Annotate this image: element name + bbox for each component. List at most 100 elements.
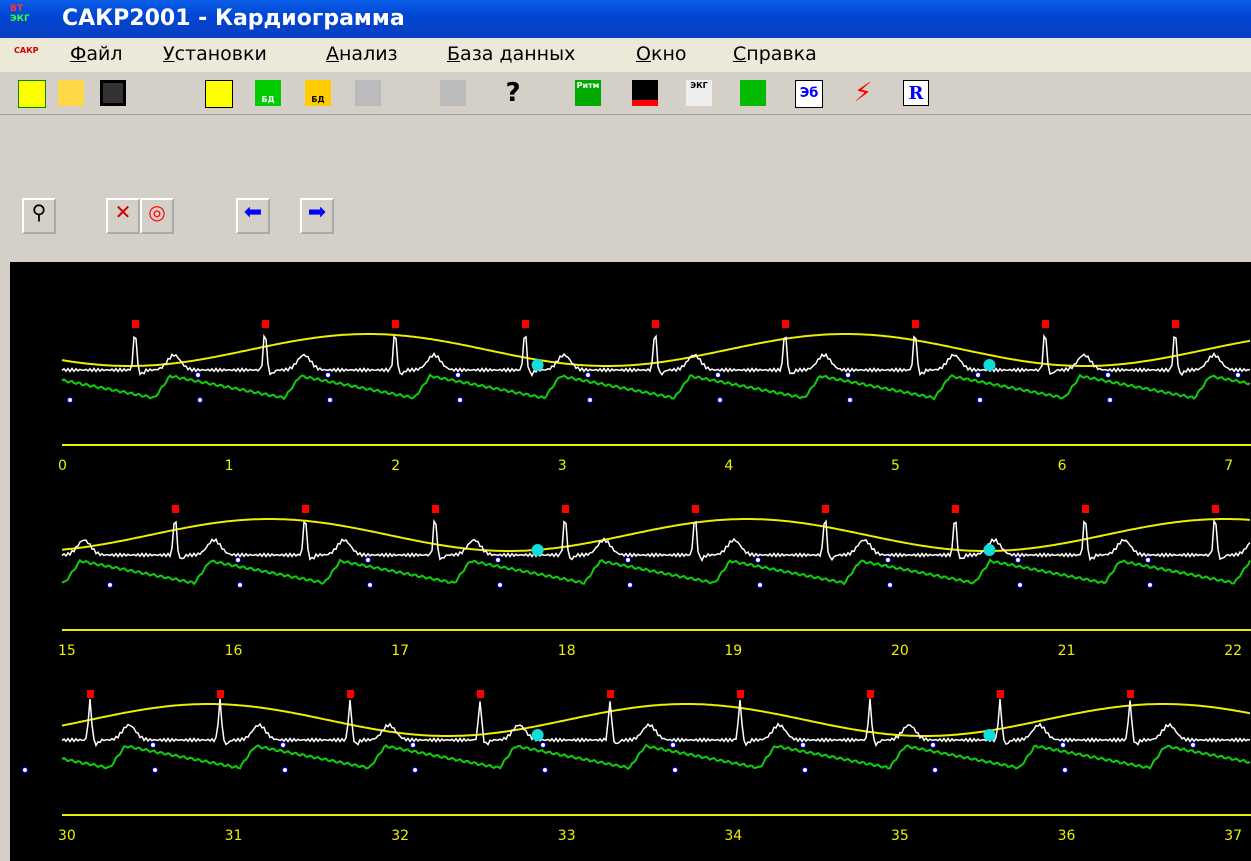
r-icon[interactable]: R	[903, 80, 929, 106]
rhythm-icon[interactable]: Ритм	[575, 80, 601, 106]
time-tick-label: 35	[891, 828, 909, 844]
point-marker	[327, 397, 333, 403]
delete-button[interactable]: ✕	[106, 198, 140, 234]
mark-button[interactable]: ◎	[140, 198, 174, 234]
r-peak-marker	[1127, 690, 1134, 698]
green-trace	[61, 373, 1251, 401]
scatter-icon[interactable]	[740, 80, 766, 106]
save-icon[interactable]	[100, 80, 126, 106]
flash-icon[interactable]: ⚡	[853, 80, 873, 106]
time-tick-label: 19	[724, 643, 742, 659]
event-marker	[531, 544, 544, 556]
point-marker	[495, 557, 501, 563]
next-button[interactable]: ➡	[300, 198, 334, 234]
time-tick-label: 30	[58, 828, 76, 844]
point-marker	[1107, 397, 1113, 403]
r-peak-marker	[692, 505, 699, 513]
r-peak-marker	[262, 320, 269, 328]
point-marker	[1147, 582, 1153, 588]
toolbar-2: ⚲ ✕ ◎ ⬅ ➡	[0, 182, 1251, 262]
menu-item[interactable]: Анализ	[326, 43, 398, 65]
point-marker	[885, 557, 891, 563]
help-icon[interactable]: ?	[505, 80, 521, 106]
db-icon[interactable]: БД	[255, 80, 281, 106]
r-peak-marker	[822, 505, 829, 513]
open-icon[interactable]	[58, 80, 84, 106]
point-marker	[195, 372, 201, 378]
point-marker	[67, 397, 73, 403]
r-peak-marker	[392, 320, 399, 328]
trend-line	[61, 333, 1251, 367]
menu-logo: САКР	[14, 46, 39, 55]
time-tick-label: 21	[1058, 643, 1076, 659]
r-peak-marker	[87, 690, 94, 698]
wave-icon[interactable]	[205, 80, 233, 108]
time-tick-label: 20	[891, 643, 909, 659]
menu-item[interactable]: Файл	[70, 43, 123, 65]
point-marker	[717, 397, 723, 403]
event-marker	[531, 729, 544, 741]
menu-item[interactable]: Окно	[636, 43, 687, 65]
menu-item[interactable]: Справка	[733, 43, 817, 65]
prev-button[interactable]: ⬅	[236, 198, 270, 234]
r-peak-marker	[782, 320, 789, 328]
green-trace	[61, 558, 1251, 586]
ecg-icon[interactable]: ЭКГ	[686, 80, 712, 106]
point-marker	[977, 397, 983, 403]
time-tick-label: 5	[891, 458, 900, 474]
title-bar: ВТ ЭКГ САКР2001 - Кардиограмма	[0, 0, 1251, 38]
time-tick-label: 37	[1224, 828, 1242, 844]
time-tick-label: 32	[391, 828, 409, 844]
point-marker	[932, 767, 938, 773]
r-peak-marker	[737, 690, 744, 698]
point-marker	[410, 742, 416, 748]
eb-icon[interactable]: Эб	[795, 80, 823, 108]
histogram-icon[interactable]	[632, 80, 658, 106]
point-marker	[280, 742, 286, 748]
point-marker	[1190, 742, 1196, 748]
point-marker	[625, 557, 631, 563]
r-peak-marker	[912, 320, 919, 328]
r-peak-marker	[1212, 505, 1219, 513]
time-tick-label: 16	[225, 643, 243, 659]
point-marker	[672, 767, 678, 773]
app-logo: ВТ ЭКГ	[10, 4, 30, 24]
r-peak-marker	[217, 690, 224, 698]
db-icon[interactable]: БД	[305, 80, 331, 106]
ecg-trace	[61, 333, 1251, 378]
point-marker	[1235, 372, 1241, 378]
r-peak-marker	[1172, 320, 1179, 328]
time-tick-label: 36	[1058, 828, 1076, 844]
print-icon	[440, 80, 466, 106]
r-peak-marker	[432, 505, 439, 513]
point-marker	[497, 582, 503, 588]
point-marker	[150, 742, 156, 748]
time-tick-label: 6	[1058, 458, 1067, 474]
time-tick-label: 7	[1224, 458, 1233, 474]
point-marker	[542, 767, 548, 773]
point-marker	[585, 372, 591, 378]
time-tick-label: 17	[391, 643, 409, 659]
menu-item[interactable]: База данных	[447, 43, 576, 65]
green-trace	[61, 743, 1251, 771]
window-title: САКР2001 - Кардиограмма	[62, 6, 405, 31]
r-peak-marker	[132, 320, 139, 328]
time-tick-label: 2	[391, 458, 400, 474]
point-marker	[887, 582, 893, 588]
time-tick-label: 15	[58, 643, 76, 659]
point-marker	[1015, 557, 1021, 563]
point-marker	[800, 742, 806, 748]
trend-line	[61, 518, 1251, 552]
menu-item[interactable]: Установки	[163, 43, 267, 65]
zoom-button[interactable]: ⚲	[22, 198, 56, 234]
r-peak-marker	[562, 505, 569, 513]
r-peak-marker	[607, 690, 614, 698]
logo-top: ВТ	[10, 4, 23, 14]
point-marker	[107, 582, 113, 588]
time-tick-label: 22	[1224, 643, 1242, 659]
point-marker	[282, 767, 288, 773]
event-marker	[983, 359, 996, 371]
point-marker	[152, 767, 158, 773]
new-icon[interactable]	[18, 80, 46, 108]
